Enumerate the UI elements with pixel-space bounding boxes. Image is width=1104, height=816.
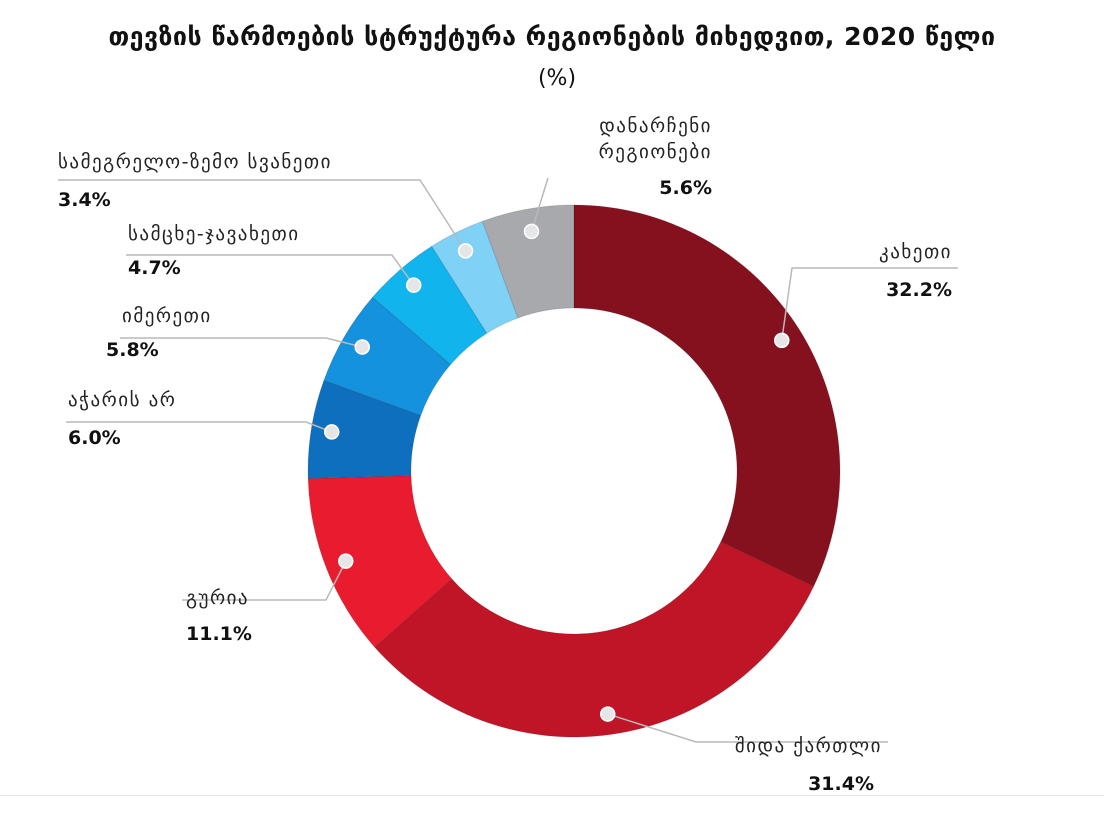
slice-dot-4 <box>354 339 371 355</box>
leader-line-4 <box>120 337 363 348</box>
leader-line-6 <box>58 179 467 252</box>
slice-value-0: 32.2% <box>886 279 952 301</box>
slice-label-3: აჭარის არ <box>68 389 176 411</box>
slice-dot-2 <box>338 553 354 569</box>
slice-label-6: სამეგრელო-ზემო სვანეთი <box>58 151 332 173</box>
slice-label-5: სამცხე-ჯავახეთი <box>128 223 300 245</box>
slice-0 <box>573 204 841 587</box>
chart-subtitle: (%) <box>537 66 577 91</box>
slice-label-1: შიდა ქართლი <box>735 735 882 757</box>
bottom-divider <box>0 795 1104 796</box>
slice-value-1: 31.4% <box>808 773 874 795</box>
slice-label-4: იმერეთი <box>122 305 212 327</box>
slice-value-5: 4.7% <box>128 257 181 279</box>
chart-title: თევზის წარმოების სტრუქტურა რეგიონების მი… <box>108 22 996 51</box>
slice-label-0: კახეთი <box>879 241 952 263</box>
slice-value-2: 11.1% <box>186 623 252 645</box>
leader-line-3 <box>66 421 333 433</box>
leader-line-1 <box>607 713 888 743</box>
slice-label-2: გურია <box>186 587 249 609</box>
slice-dot-6 <box>457 243 474 259</box>
slice-dot-7 <box>523 223 540 240</box>
slice-dot-5 <box>405 277 422 293</box>
slice-value-3: 6.0% <box>68 427 121 449</box>
slice-label-7: დანარჩენი რეგიონები <box>599 115 712 163</box>
slice-4 <box>323 296 452 417</box>
leader-line-7 <box>530 177 549 232</box>
leader-lines <box>58 177 958 743</box>
leader-line-5 <box>126 254 415 286</box>
slice-value-7: 5.6% <box>659 177 712 199</box>
donut-slices <box>307 204 841 738</box>
leader-line-0 <box>781 267 958 341</box>
slice-dot-3 <box>323 424 340 440</box>
slice-dot-1 <box>599 706 616 722</box>
slice-value-4: 5.8% <box>106 339 159 361</box>
slice-value-6: 3.4% <box>58 189 111 211</box>
slice-dot-0 <box>774 332 790 349</box>
slice-labels: კახეთი 32.2% შიდა ქართლი 31.4% გურია 11.1% აჭა… <box>58 115 952 795</box>
leader-line-2 <box>182 560 347 601</box>
slice-2 <box>307 475 453 648</box>
slice-7 <box>481 204 575 319</box>
slice-1 <box>374 540 815 738</box>
